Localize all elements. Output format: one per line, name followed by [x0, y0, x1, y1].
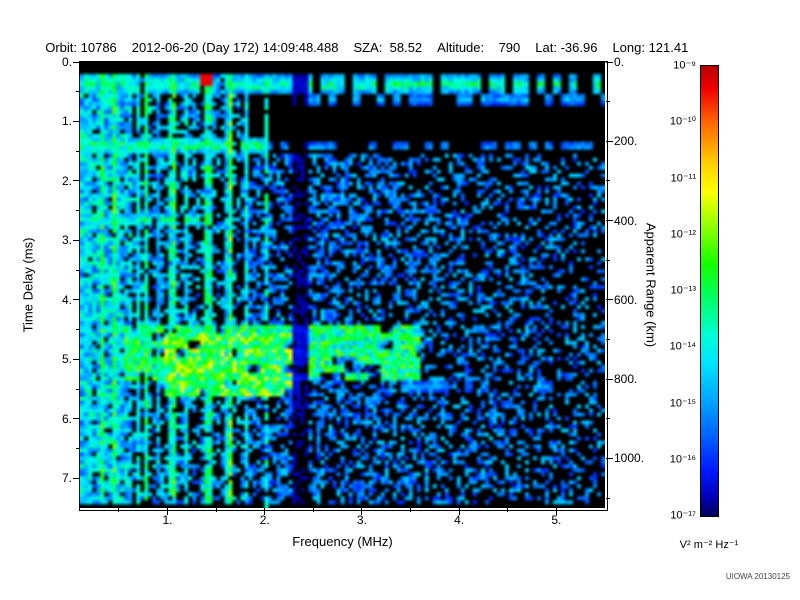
- header-info: Orbit: 10786 2012-06-20 (Day 172) 14:09:4…: [38, 25, 703, 55]
- range-minor-tick: [606, 180, 610, 182]
- y-tick: [73, 61, 80, 63]
- range-tick-label: 200.: [614, 134, 638, 149]
- range-minor-tick: [606, 101, 610, 103]
- range-minor-tick: [606, 339, 610, 340]
- x-minor-tick: [410, 508, 412, 512]
- range-tick: [606, 378, 613, 380]
- y-tick: [73, 239, 80, 241]
- x-minor-tick: [215, 508, 217, 512]
- y-tick: [73, 120, 80, 122]
- y-axis-label-right: Apparent Range (km): [643, 222, 659, 348]
- range-minor-tick: [606, 418, 610, 420]
- x-tick-label: 3.: [356, 513, 367, 527]
- range-tick-label: 600.: [614, 292, 638, 307]
- y-tick-label: 3.: [61, 233, 72, 248]
- y-tick: [73, 299, 80, 301]
- x-tick-label: 4.: [454, 513, 465, 527]
- ionogram-heatmap: [80, 62, 605, 508]
- header-datetime: 2012-06-20 (Day 172) 14:09:48.488: [131, 40, 339, 55]
- x-tick-label: 1.: [162, 513, 173, 527]
- range-tick: [606, 140, 613, 142]
- header-long: Long: 121.41: [612, 40, 689, 55]
- colorbar-tick-label: 10⁻¹³: [670, 284, 696, 297]
- range-tick-label: 800.: [614, 372, 638, 387]
- colorbar-tick-label: 10⁻¹⁴: [669, 340, 696, 353]
- y-tick-label: 5.: [61, 352, 72, 367]
- y-tick: [73, 358, 80, 360]
- range-tick-label: 1000.: [614, 451, 645, 466]
- range-tick-label: 0.: [614, 55, 625, 69]
- y-tick: [73, 180, 80, 182]
- x-axis-label: Frequency (MHz): [292, 534, 393, 549]
- colorbar-tick-label: 10⁻¹⁷: [670, 509, 696, 522]
- range-tick: [606, 299, 613, 301]
- x-tick-label: 2.: [259, 513, 270, 527]
- y-tick-label: 6.: [61, 411, 72, 426]
- range-tick: [606, 457, 613, 459]
- colorbar-tick-label: 10⁻¹⁵: [669, 397, 696, 409]
- y-axis-label-left: Time Delay (ms): [20, 237, 36, 333]
- range-minor-tick: [606, 497, 610, 499]
- range-minor-tick: [606, 259, 610, 261]
- colorbar-tick-label: 10⁻¹²: [670, 228, 696, 241]
- header-sza: SZA: 58.52: [353, 40, 423, 55]
- x-minor-tick: [507, 508, 509, 512]
- y-tick-label: 7.: [61, 471, 72, 486]
- range-tick-label: 400.: [614, 213, 638, 228]
- x-tick-label: 5.: [551, 513, 562, 527]
- x-minor-tick: [118, 508, 120, 512]
- colorbar-tick-label: 10⁻⁹: [673, 59, 696, 72]
- colorbar-tick-label: 10⁻¹⁰: [669, 115, 696, 128]
- y-tick: [73, 477, 80, 479]
- header-lat: Lat: -36.96: [535, 40, 598, 55]
- colorbar-tick-label: 10⁻¹¹: [670, 172, 696, 184]
- header-orbit: Orbit: 10786: [45, 40, 117, 55]
- colorbar-unit-label: V² m⁻² Hz⁻¹: [679, 539, 739, 551]
- y-tick-label: 2.: [61, 173, 72, 188]
- range-tick: [606, 220, 613, 222]
- y-tick-label: 4.: [61, 292, 72, 307]
- colorbar: [700, 65, 719, 517]
- y-tick-label: 0.: [61, 55, 72, 69]
- watermark: UIOWA 20130125: [725, 572, 790, 581]
- header-altitude: Altitude: 790: [437, 40, 521, 55]
- range-tick: [606, 61, 613, 63]
- colorbar-tick-label: 10⁻¹⁶: [669, 453, 696, 466]
- y-tick: [73, 418, 80, 420]
- x-minor-tick: [312, 508, 314, 512]
- y-tick-label: 1.: [61, 114, 72, 129]
